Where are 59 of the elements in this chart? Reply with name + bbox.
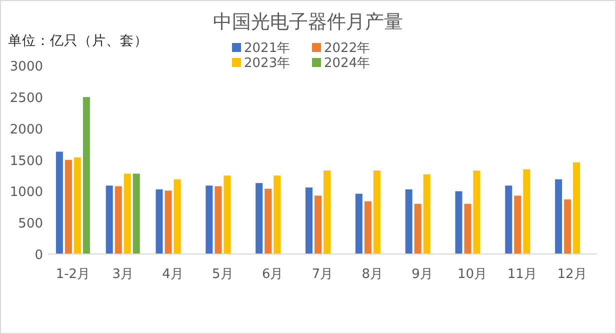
bar [405,189,412,254]
bar [423,174,430,254]
bar [564,199,572,254]
bar [414,204,422,254]
x-tick-label: 4月 [162,267,184,282]
legend-label: 2021年 [244,41,290,56]
bar [64,160,72,254]
y-tick-label: 2500 [10,91,43,106]
legend-label: 2024年 [324,56,370,71]
legend-label: 2023年 [244,56,290,71]
x-tick-label: 9月 [412,267,433,282]
legend-label: 2022年 [324,41,370,56]
bar [56,152,63,254]
x-tick-label: 5月 [212,267,234,282]
y-tick-label: 1500 [10,154,43,169]
bar [256,183,263,254]
bar [555,179,562,254]
x-tick-label: 7月 [312,267,334,282]
bar [74,157,81,254]
bar [214,186,222,254]
bar [464,204,472,254]
bar [124,174,131,254]
bar [324,170,330,254]
bar [355,194,362,254]
y-axis-title: 单位：亿只（片、套） [8,33,148,49]
bar [114,186,122,254]
x-tick-label: 11月 [507,267,537,282]
y-tick-label: 500 [18,216,43,232]
y-tick-label: 3000 [10,60,43,75]
bar [206,186,213,254]
bar [364,201,372,254]
y-tick-label: 0 [34,248,43,263]
bar [274,176,281,254]
bar [373,170,380,254]
bar [505,186,512,254]
bar [514,196,522,254]
bar [314,196,322,254]
bar [224,176,231,254]
bar [156,189,163,254]
y-tick-label: 2000 [10,122,43,138]
bar [573,162,580,254]
y-tick-label: 1000 [10,185,43,200]
x-tick-label: 6月 [262,267,284,282]
bar [106,186,113,254]
bar [82,97,90,254]
x-tick-label: 10月 [457,267,487,282]
bar [164,190,172,254]
bar [455,191,462,254]
x-tick-label: 12月 [557,267,587,282]
bar [523,169,530,254]
bar [306,187,312,254]
x-tick-label: 8月 [362,267,384,282]
bar [132,174,140,254]
bar [473,170,480,254]
bar [264,188,272,254]
bar [174,179,181,254]
x-tick-label: 3月 [112,267,134,282]
x-tick-label: 1-2月 [56,267,90,282]
chart-title: 中国光电子器件月产量 [213,11,403,33]
